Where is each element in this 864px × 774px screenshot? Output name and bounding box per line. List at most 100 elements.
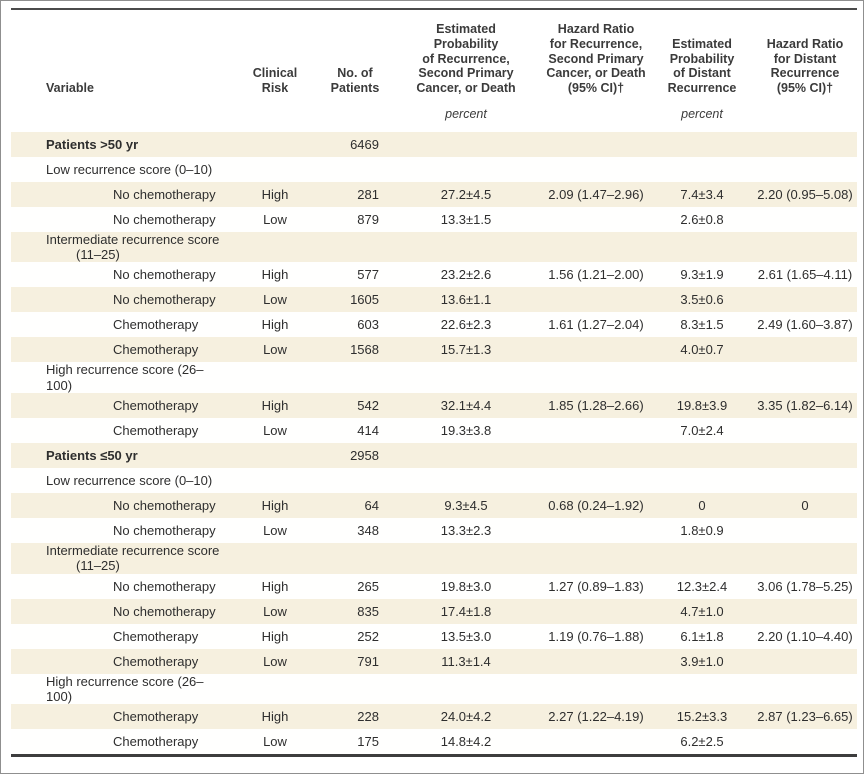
cell-variable: Chemotherapy xyxy=(11,729,231,756)
variable-label: No chemotherapy xyxy=(113,292,216,308)
cell-n: 2958 xyxy=(350,447,379,463)
cell-hr: 0.68 (0.24–1.92) xyxy=(548,497,644,513)
variable-label: Chemotherapy xyxy=(113,422,199,438)
cell-n: 577 xyxy=(357,267,379,283)
cell-hr-distant xyxy=(753,729,857,756)
cell-risk: Low xyxy=(263,292,287,308)
column-header-label: Hazard Ratio for Distant Recurrence (95%… xyxy=(766,36,844,95)
cell-risk: High xyxy=(261,628,289,644)
cell-prob: 24.0±4.2 xyxy=(440,709,492,725)
cell-prob-distant xyxy=(651,157,753,182)
cell-prob-distant: 4.0±0.7 xyxy=(680,342,724,358)
cell-n: 879 xyxy=(357,211,379,227)
cell-hr xyxy=(541,337,651,362)
table-row: Low recurrence score (0–10) xyxy=(11,468,857,494)
table-body: Patients >50 yr 6469 Low recurrence score … xyxy=(11,131,857,756)
cell-prob: 13.3±1.5 xyxy=(440,211,492,227)
cell-hr-distant: 2.49 (1.60–3.87) xyxy=(757,317,853,333)
cell-risk xyxy=(231,674,319,705)
table-row: No chemotherapy High 281 27.2±4.5 2.09 (1.47… xyxy=(11,181,857,207)
cell-risk: High xyxy=(261,186,289,202)
cell-prob: 15.7±1.3 xyxy=(440,342,492,358)
variable-label: Low recurrence score (0–10) xyxy=(46,161,213,177)
cell-risk: High xyxy=(261,397,289,413)
cell-prob-distant xyxy=(651,362,753,393)
cell-prob-distant xyxy=(651,232,753,263)
cell-prob: 27.2±4.5 xyxy=(440,186,492,202)
cell-risk xyxy=(231,157,319,182)
cell-variable: No chemotherapy xyxy=(11,207,231,232)
cell-variable: No chemotherapy xyxy=(11,574,231,599)
cell-n: 1605 xyxy=(350,292,379,308)
cell-variable: No chemotherapy xyxy=(11,182,231,207)
cell-prob-distant: 7.4±3.4 xyxy=(680,186,724,202)
variable-label: No chemotherapy xyxy=(113,522,216,538)
unit-label-prob-distant: percent xyxy=(651,95,753,132)
cell-prob xyxy=(391,132,541,157)
variable-label: No chemotherapy xyxy=(113,497,216,513)
cell-variable: Chemotherapy xyxy=(11,418,231,443)
cell-n: 348 xyxy=(357,522,379,538)
cell-risk: High xyxy=(261,709,289,725)
header-row: Variable Clinical Risk No. of Patients Esti… xyxy=(11,9,857,96)
units-row: percent percent xyxy=(11,95,857,132)
table-row: No chemotherapy Low 1605 13.6±1.1 3.5±0.6 xyxy=(11,287,857,313)
variable-label: Patients ≤50 yr xyxy=(46,447,138,463)
variable-label: Intermediate recurrence score xyxy=(46,543,220,559)
column-header-risk: Clinical Risk xyxy=(231,9,319,96)
cell-variable: High recurrence score (26–100) xyxy=(11,674,231,705)
table-row: No chemotherapy High 64 9.3±4.5 0.68 (0.24–1… xyxy=(11,493,857,519)
cell-prob xyxy=(391,468,541,493)
variable-label: No chemotherapy xyxy=(113,267,216,283)
cell-prob-distant: 2.6±0.8 xyxy=(680,211,724,227)
cell-hr xyxy=(541,418,651,443)
cell-hr-distant xyxy=(753,418,857,443)
table-row: Chemotherapy High 252 13.5±3.0 1.19 (0.76–1.… xyxy=(11,623,857,649)
cell-n: 791 xyxy=(357,653,379,669)
cell-prob-distant xyxy=(651,543,753,574)
cell-hr-distant xyxy=(753,599,857,624)
cell-hr xyxy=(541,132,651,157)
cell-prob-distant xyxy=(651,468,753,493)
cell-risk: Low xyxy=(263,653,287,669)
cell-n xyxy=(319,468,391,493)
table-row: High recurrence score (26–100) xyxy=(11,362,857,394)
cell-risk xyxy=(231,132,319,157)
variable-label: Chemotherapy xyxy=(113,734,199,750)
column-header-label: Variable xyxy=(46,81,94,95)
cell-variable: Intermediate recurrence score (11–25) xyxy=(11,232,231,263)
variable-label: High recurrence score (26–100) xyxy=(46,673,204,705)
table-row: Patients ≤50 yr 2958 xyxy=(11,443,857,469)
cell-risk xyxy=(231,443,319,468)
cell-risk: High xyxy=(261,578,289,594)
variable-label: Intermediate recurrence score xyxy=(46,231,220,247)
cell-n: 175 xyxy=(357,734,379,750)
table-header: Variable Clinical Risk No. of Patients Esti… xyxy=(11,9,857,132)
cell-prob xyxy=(391,674,541,705)
variable-label: Patients >50 yr xyxy=(46,136,139,152)
cell-prob-distant: 4.7±1.0 xyxy=(680,603,724,619)
cell-risk xyxy=(231,543,319,574)
cell-hr-distant xyxy=(753,674,857,705)
variable-label: Chemotherapy xyxy=(113,653,199,669)
cell-hr-distant: 2.20 (1.10–4.40) xyxy=(757,628,853,644)
variable-label: No chemotherapy xyxy=(113,186,216,202)
cell-prob: 14.8±4.2 xyxy=(440,734,492,750)
cell-hr-distant xyxy=(753,649,857,674)
cell-n: 6469 xyxy=(350,136,379,152)
cell-hr xyxy=(541,232,651,263)
recurrence-outcomes-table: Variable Clinical Risk No. of Patients Esti… xyxy=(11,8,857,758)
cell-n: 281 xyxy=(357,186,379,202)
cell-hr xyxy=(541,443,651,468)
cell-hr: 1.56 (1.21–2.00) xyxy=(548,267,644,283)
cell-prob: 17.4±1.8 xyxy=(440,603,492,619)
variable-label: No chemotherapy xyxy=(113,603,216,619)
cell-hr xyxy=(541,157,651,182)
cell-prob xyxy=(391,157,541,182)
cell-n: 835 xyxy=(357,603,379,619)
cell-prob-distant: 12.3±2.4 xyxy=(676,578,728,594)
cell-hr: 1.61 (1.27–2.04) xyxy=(548,317,644,333)
unit-label-hr-distant xyxy=(753,95,857,132)
cell-variable: Low recurrence score (0–10) xyxy=(11,468,231,493)
cell-risk xyxy=(231,362,319,393)
